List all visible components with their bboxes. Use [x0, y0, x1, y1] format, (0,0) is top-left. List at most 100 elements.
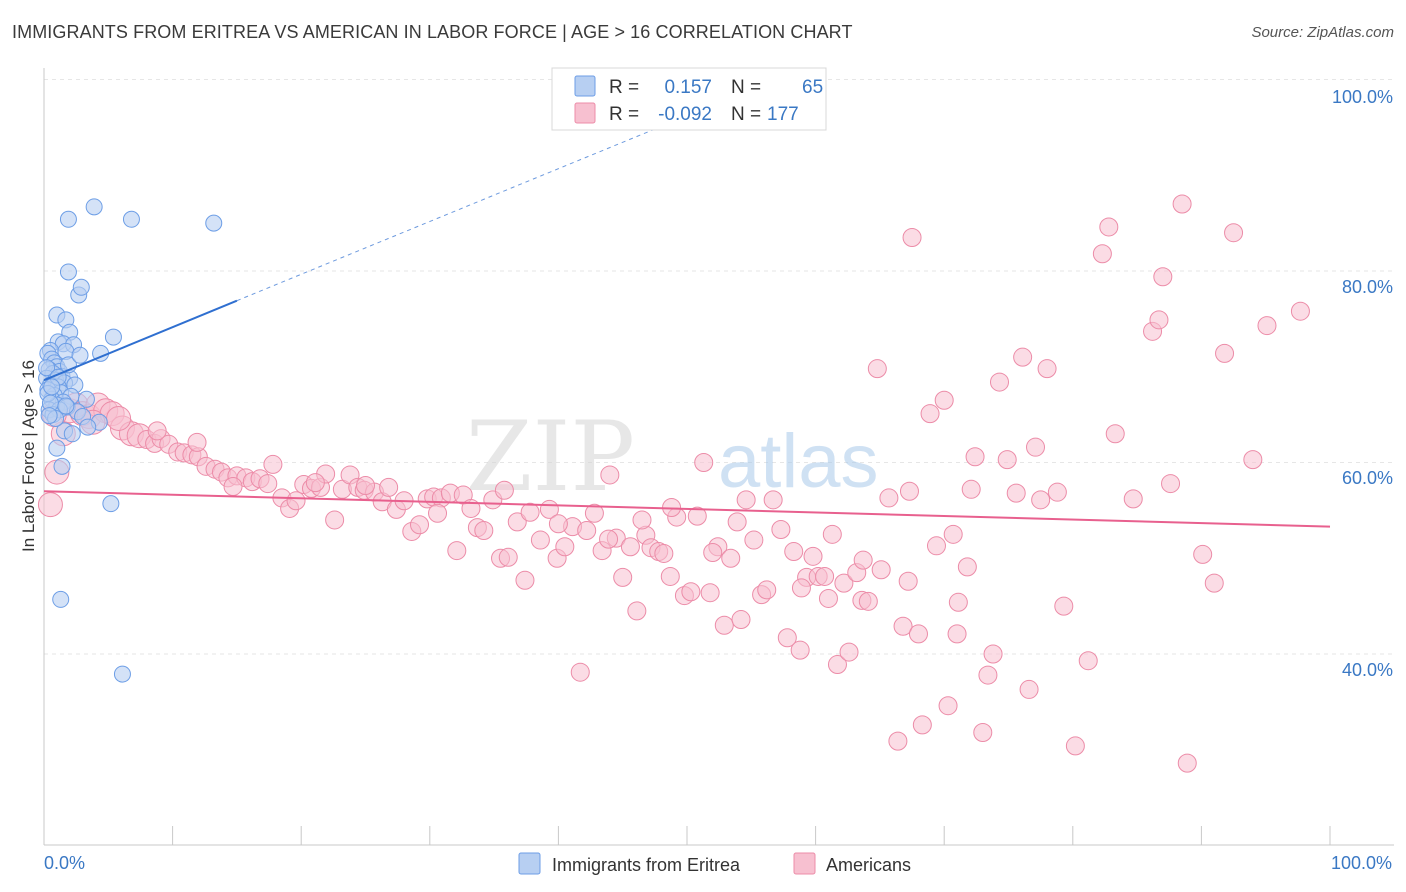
eritrea-trend-extension [236, 115, 688, 302]
eritrea-point [38, 359, 56, 377]
american-point [507, 512, 527, 532]
american-point [703, 543, 723, 563]
y-tick-label-40: 40.0% [1342, 660, 1393, 680]
american-point [600, 465, 620, 485]
eritrea-point [102, 495, 120, 513]
american-point [548, 514, 568, 534]
american-point [893, 616, 913, 636]
watermark-atlas: atlas [718, 419, 879, 504]
american-point [613, 567, 633, 587]
eritrea-point [79, 418, 97, 436]
american-point [1031, 490, 1051, 510]
american-point [898, 571, 918, 591]
american-point [763, 490, 783, 510]
eritrea-point [104, 328, 122, 346]
tick-labels: 0.0% 100.0% 40.0% 60.0% 80.0% 100.0% [44, 87, 1393, 873]
american-point [784, 542, 804, 562]
trend-lines [43, 115, 1331, 528]
y-tick-label-60: 60.0% [1342, 468, 1393, 488]
american-point [1257, 316, 1277, 336]
eritrea-point [85, 198, 103, 216]
american-point [286, 491, 306, 511]
american-point [983, 644, 1003, 664]
american-point [258, 474, 278, 494]
american-point [879, 488, 899, 508]
american-point [1054, 596, 1074, 616]
american-point [37, 492, 63, 518]
american-point [948, 592, 968, 612]
american-point [1149, 310, 1169, 330]
american-point [520, 502, 540, 522]
legend-n-label-1: N = [731, 77, 761, 98]
y-tick-label-100: 100.0% [1332, 87, 1393, 107]
american-point [263, 454, 283, 474]
bottom-legend-swatch-blue [518, 852, 541, 875]
american-point [957, 557, 977, 577]
americans-points [37, 194, 1310, 773]
eritrea-point [59, 263, 77, 281]
bottom-legend-swatch-pink [793, 852, 816, 875]
american-point [822, 524, 842, 544]
american-point [1047, 482, 1067, 502]
legend-n-value-2: 177 [767, 104, 799, 125]
american-point [620, 537, 640, 557]
eritrea-point [59, 210, 77, 228]
american-point [305, 473, 325, 493]
american-point [660, 566, 680, 586]
american-point [1215, 343, 1235, 363]
eritrea-point [52, 590, 70, 608]
american-point [1092, 244, 1112, 264]
american-point [1013, 347, 1033, 367]
american-point [834, 573, 854, 593]
american-point [997, 450, 1017, 470]
american-point [888, 731, 908, 751]
american-point [474, 520, 494, 540]
american-point [530, 530, 550, 550]
eritrea-point [63, 425, 81, 443]
american-point [1099, 217, 1119, 237]
american-point [791, 578, 811, 598]
american-point [498, 547, 518, 567]
american-point [700, 583, 720, 603]
chart-source: Source: ZipAtlas.com [1251, 24, 1394, 41]
legend-r-value-1: 0.157 [664, 77, 712, 98]
american-point [818, 588, 838, 608]
american-point [106, 405, 132, 431]
american-point [687, 506, 707, 526]
american-point [325, 510, 345, 530]
american-point [912, 715, 932, 735]
american-point [827, 655, 847, 675]
american-point [727, 512, 747, 532]
american-point [920, 404, 940, 424]
american-point [1224, 223, 1244, 243]
american-point [584, 503, 604, 523]
american-point [223, 476, 243, 496]
american-point [777, 628, 797, 648]
american-point [926, 536, 946, 556]
americans-trend-line [43, 490, 1331, 528]
american-point [599, 529, 619, 549]
american-point [1006, 483, 1026, 503]
american-point [187, 432, 207, 452]
series-legend: Immigrants from Eritrea Americans [518, 852, 911, 875]
american-point [978, 665, 998, 685]
legend-box [551, 67, 827, 131]
eritrea-point [48, 439, 66, 457]
american-point [1019, 679, 1039, 699]
american-point [515, 570, 535, 590]
american-point [965, 447, 985, 467]
american-point [1123, 489, 1143, 509]
american-point [721, 548, 741, 568]
american-point [379, 477, 399, 497]
american-point [1161, 474, 1181, 494]
american-point [1177, 753, 1197, 773]
american-point [839, 642, 859, 662]
american-point [867, 359, 887, 379]
eritrea-points [38, 198, 223, 683]
eritrea-point [53, 457, 71, 475]
bottom-legend-label-eritrea: Immigrants from Eritrea [552, 855, 741, 875]
american-point [577, 520, 597, 540]
american-point [736, 490, 756, 510]
american-point [908, 624, 928, 644]
